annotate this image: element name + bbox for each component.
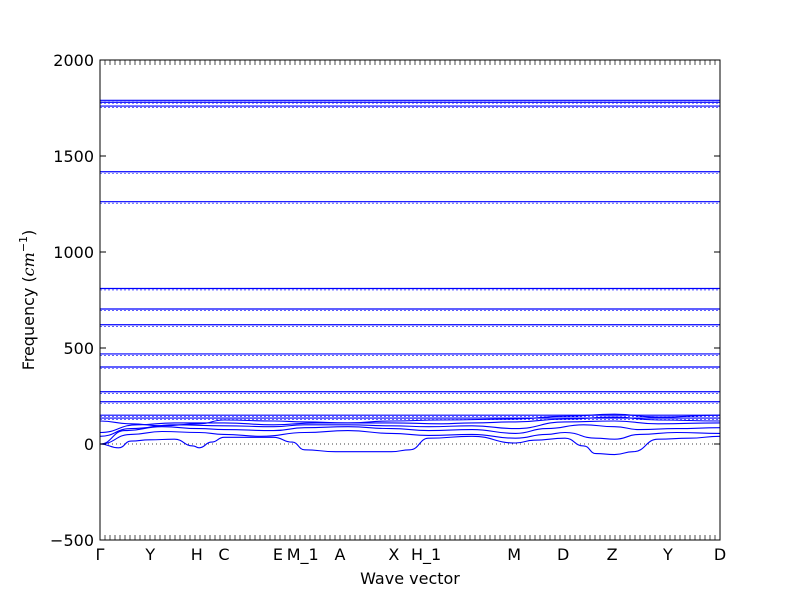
x-tick-label: X bbox=[388, 545, 399, 564]
x-tick-label: H bbox=[191, 545, 203, 564]
x-tick-label: M bbox=[507, 545, 521, 564]
x-tick-label: C bbox=[218, 545, 229, 564]
low-band-4 bbox=[100, 416, 720, 434]
x-tick-label: Y bbox=[144, 545, 155, 564]
y-axis-title-unit: cm bbox=[19, 252, 38, 276]
bands-layer bbox=[100, 99, 720, 456]
low-band-5 bbox=[100, 413, 720, 427]
y-tick-label: 0 bbox=[84, 435, 94, 454]
y-axis-title-exp: −1 bbox=[17, 236, 30, 252]
y-tick-label: 500 bbox=[63, 339, 94, 358]
y-tick-label: 1000 bbox=[53, 243, 94, 262]
y-tick-label: 1500 bbox=[53, 147, 94, 166]
low-band-2 bbox=[100, 424, 720, 445]
x-tick-label: D bbox=[557, 545, 569, 564]
x-tick-label: E bbox=[273, 545, 283, 564]
x-tick-label: Γ bbox=[96, 545, 105, 564]
low-band-1 bbox=[100, 430, 720, 445]
y-axis-title-suffix: ) bbox=[19, 230, 38, 236]
x-tick-label: D bbox=[714, 545, 726, 564]
x-tick-label: Y bbox=[662, 545, 673, 564]
x-axis-title: Wave vector bbox=[360, 569, 460, 588]
low-band-0 bbox=[100, 435, 720, 456]
x-tick-label: Z bbox=[607, 545, 618, 564]
plot-frame bbox=[99, 59, 721, 541]
low-band-3 bbox=[100, 420, 720, 437]
y-axis-title: Frequency (cm−1) bbox=[17, 230, 38, 371]
x-tick-label: M_1 bbox=[287, 545, 319, 565]
y-tick-label: −500 bbox=[50, 531, 94, 550]
x-tick-label: A bbox=[334, 545, 345, 564]
axes-layer: −500 0 500 1000 1500 2000 Γ Y H C E M_1 A X H_1 M D Z Y D bbox=[50, 51, 726, 565]
y-tick-label: 2000 bbox=[53, 51, 94, 70]
y-axis-title-prefix: Frequency ( bbox=[19, 276, 38, 370]
x-tick-label: H_1 bbox=[411, 545, 441, 565]
